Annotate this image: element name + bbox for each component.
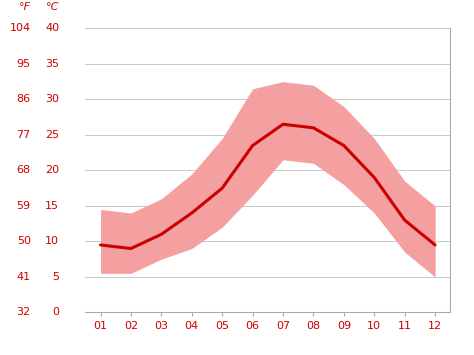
Text: 50: 50 xyxy=(17,236,31,246)
Text: 95: 95 xyxy=(17,59,31,69)
Text: 32: 32 xyxy=(17,307,31,317)
Text: 59: 59 xyxy=(17,201,31,211)
Text: °F: °F xyxy=(19,2,31,12)
Text: 68: 68 xyxy=(17,165,31,175)
Text: 20: 20 xyxy=(45,165,59,175)
Text: 30: 30 xyxy=(45,94,59,104)
Text: 40: 40 xyxy=(45,23,59,33)
Text: 0: 0 xyxy=(52,307,59,317)
Text: 104: 104 xyxy=(9,23,31,33)
Text: 5: 5 xyxy=(52,272,59,282)
Text: 35: 35 xyxy=(45,59,59,69)
Text: 77: 77 xyxy=(17,130,31,140)
Text: 15: 15 xyxy=(45,201,59,211)
Text: 41: 41 xyxy=(17,272,31,282)
Text: °C: °C xyxy=(46,2,59,12)
Text: 10: 10 xyxy=(45,236,59,246)
Text: 25: 25 xyxy=(45,130,59,140)
Text: 86: 86 xyxy=(17,94,31,104)
